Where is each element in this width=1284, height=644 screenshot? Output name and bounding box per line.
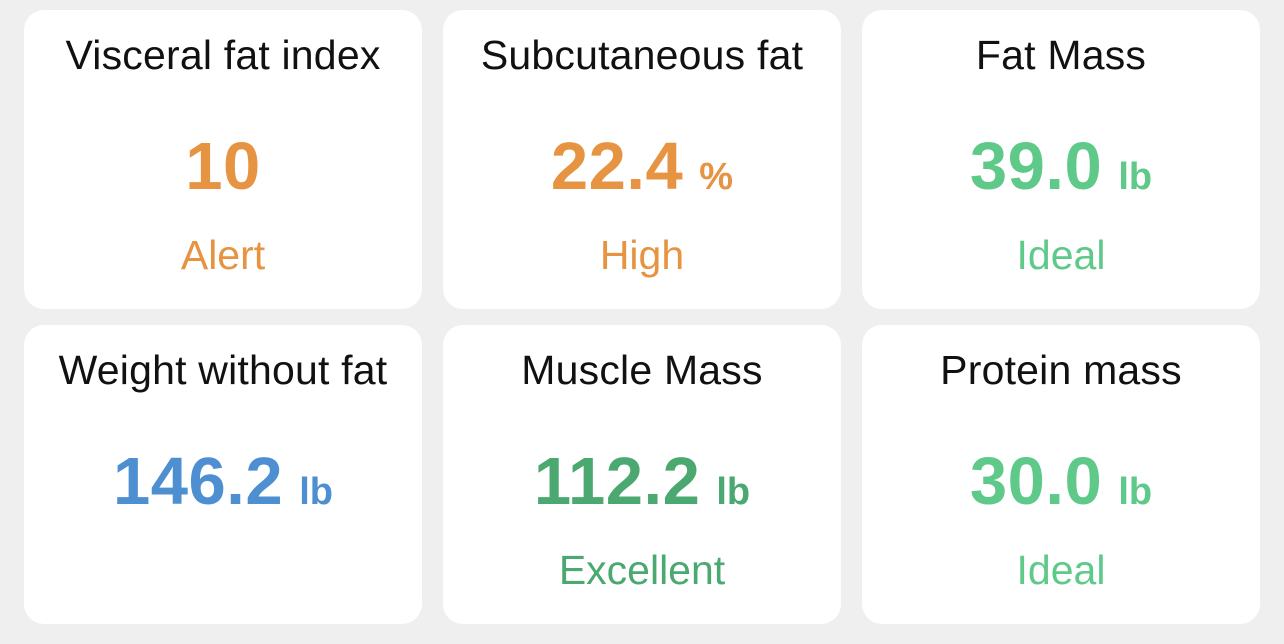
card-title: Fat Mass [975, 32, 1147, 78]
card-value: 10 [185, 129, 261, 204]
muscle-mass-card[interactable]: Muscle Mass 112.2 lb Excellent [443, 325, 841, 624]
card-unit: % [699, 156, 734, 198]
card-status: Alert [180, 232, 266, 278]
metrics-grid: Visceral fat index 10 Alert Subcutaneous… [24, 10, 1260, 624]
card-value-row: 146.2 lb [24, 443, 422, 520]
card-value: 112.2 [533, 444, 701, 519]
card-value: 30.0 [969, 444, 1103, 519]
card-value-row: 10 [24, 128, 422, 205]
subcutaneous-fat-card[interactable]: Subcutaneous fat 22.4% High [443, 10, 841, 309]
card-value: 39.0 [969, 129, 1103, 204]
card-value: 22.4 [550, 129, 684, 204]
card-status: Ideal [1016, 232, 1106, 278]
card-title: Protein mass [940, 347, 1182, 393]
card-value-row: 30.0 lb [862, 443, 1260, 520]
card-status: Ideal [1016, 547, 1106, 593]
fat-mass-card[interactable]: Fat Mass 39.0 lb Ideal [862, 10, 1260, 309]
card-title: Weight without fat [58, 347, 388, 393]
card-title: Visceral fat index [65, 32, 381, 78]
card-unit: lb [299, 471, 333, 513]
card-unit: lb [1118, 156, 1153, 198]
weight-without-fat-card[interactable]: Weight without fat 146.2 lb [24, 325, 422, 624]
card-status: Excellent [558, 547, 726, 593]
card-value-row: 112.2 lb [443, 443, 841, 520]
card-value-row: 39.0 lb [862, 128, 1260, 205]
card-title: Muscle Mass [521, 347, 763, 393]
card-status: High [599, 232, 685, 278]
visceral-fat-card[interactable]: Visceral fat index 10 Alert [24, 10, 422, 309]
card-title: Subcutaneous fat [480, 32, 804, 78]
card-unit: lb [1118, 471, 1153, 513]
card-unit: lb [716, 471, 751, 513]
card-value: 146.2 [113, 444, 284, 519]
protein-mass-card[interactable]: Protein mass 30.0 lb Ideal [862, 325, 1260, 624]
card-value-row: 22.4% [443, 128, 841, 205]
